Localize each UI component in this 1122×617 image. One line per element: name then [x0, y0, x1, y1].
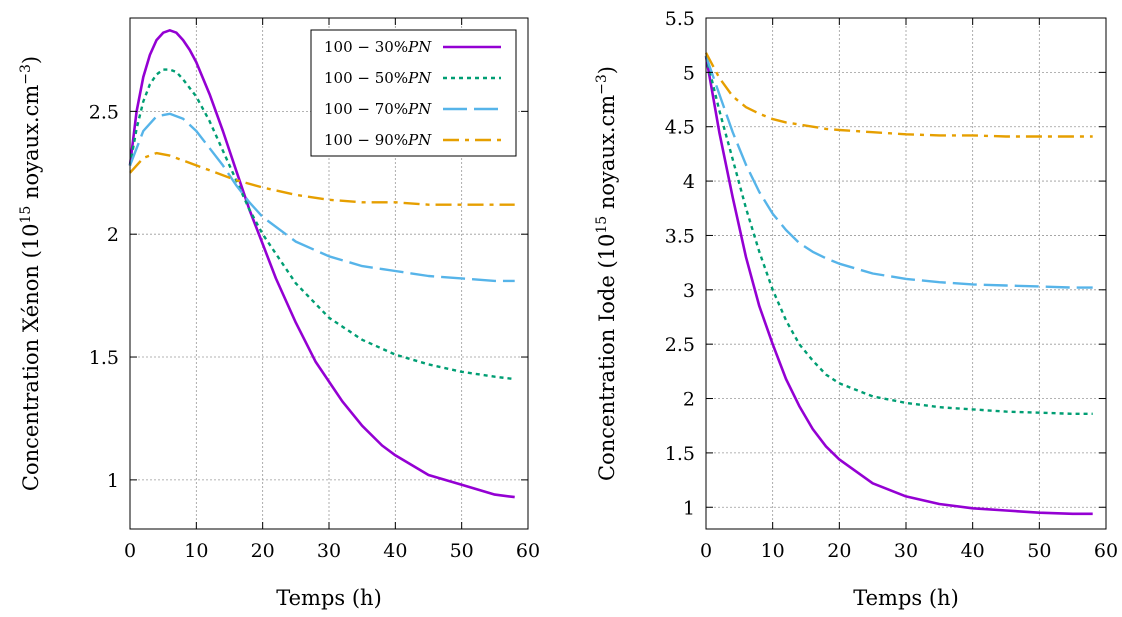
x-tick-label: 20: [251, 540, 275, 562]
y-tick-label: 1: [683, 497, 695, 519]
y-tick-label: 2: [107, 224, 119, 246]
x-tick-label: 50: [1027, 540, 1051, 562]
y-tick-label: 5: [683, 62, 695, 84]
y-tick-label: 1.5: [89, 347, 119, 369]
x-tick-label: 40: [383, 540, 407, 562]
x-tick-label: 10: [184, 540, 208, 562]
y-tick-label: 2.5: [665, 334, 695, 356]
x-tick-label: 30: [317, 540, 341, 562]
legend-label-1: 100 − 30%PN: [324, 38, 432, 56]
y-tick-label: 3.5: [665, 225, 695, 247]
legend-label-3: 100 − 70%PN: [324, 100, 432, 118]
x-tick-label: 40: [961, 540, 985, 562]
y-tick-label: 5.5: [665, 8, 695, 30]
x-tick-label: 60: [516, 540, 540, 562]
legend-box: [310, 29, 517, 157]
legend: 100 − 30%PN 100 − 50%PN 100 − 70%PN 100 − 9…: [310, 29, 517, 157]
series-line-4: [129, 151, 515, 206]
chart-panel-1: 0 10 20 30 40 50 60 1 1.5 2 2.5 Temps (h) Concentrat…: [18, 17, 540, 610]
y-tick-label: 2.5: [89, 101, 119, 123]
legend-label-2: 100 − 50%PN: [324, 69, 432, 87]
series-line-2: [704, 55, 1093, 415]
legend-label-4: 100 − 90%PN: [324, 131, 432, 149]
x-tick-label: 30: [894, 540, 918, 562]
x-tick-label: 60: [1094, 540, 1118, 562]
series-line-4: [704, 52, 1093, 138]
x-tick-label: 50: [450, 540, 474, 562]
y-tick-label: 4.5: [665, 117, 695, 139]
y-axis-title: Concentration Xénon (1015 noyaux.cm−3): [18, 56, 43, 491]
series-line-1: [128, 29, 515, 499]
x-tick-label: 0: [700, 540, 712, 562]
series-line-3: [128, 112, 515, 283]
x-tick-label: 0: [124, 540, 136, 562]
series-line-1: [704, 55, 1093, 516]
y-axis-title: Concentration Iode (1015 noyaux.cm−3): [594, 66, 619, 481]
series-line-2: [128, 68, 515, 381]
series-line-3: [704, 55, 1093, 289]
y-tick-label: 2: [683, 389, 695, 411]
x-axis-title: Temps (h): [276, 586, 382, 610]
y-tick-label: 4: [683, 171, 695, 193]
chart-panel-2: 0 10 20 30 40 50 60 1 1.5 2 2.5 3 3.5 4 4.5 5 5.5 Temps (…: [594, 8, 1118, 610]
y-tick-label: 1: [107, 470, 119, 492]
x-tick-label: 10: [761, 540, 785, 562]
x-tick-label: 20: [827, 540, 851, 562]
y-tick-label: 1.5: [665, 443, 695, 465]
y-tick-label: 3: [683, 280, 695, 302]
x-axis-title: Temps (h): [853, 586, 959, 610]
